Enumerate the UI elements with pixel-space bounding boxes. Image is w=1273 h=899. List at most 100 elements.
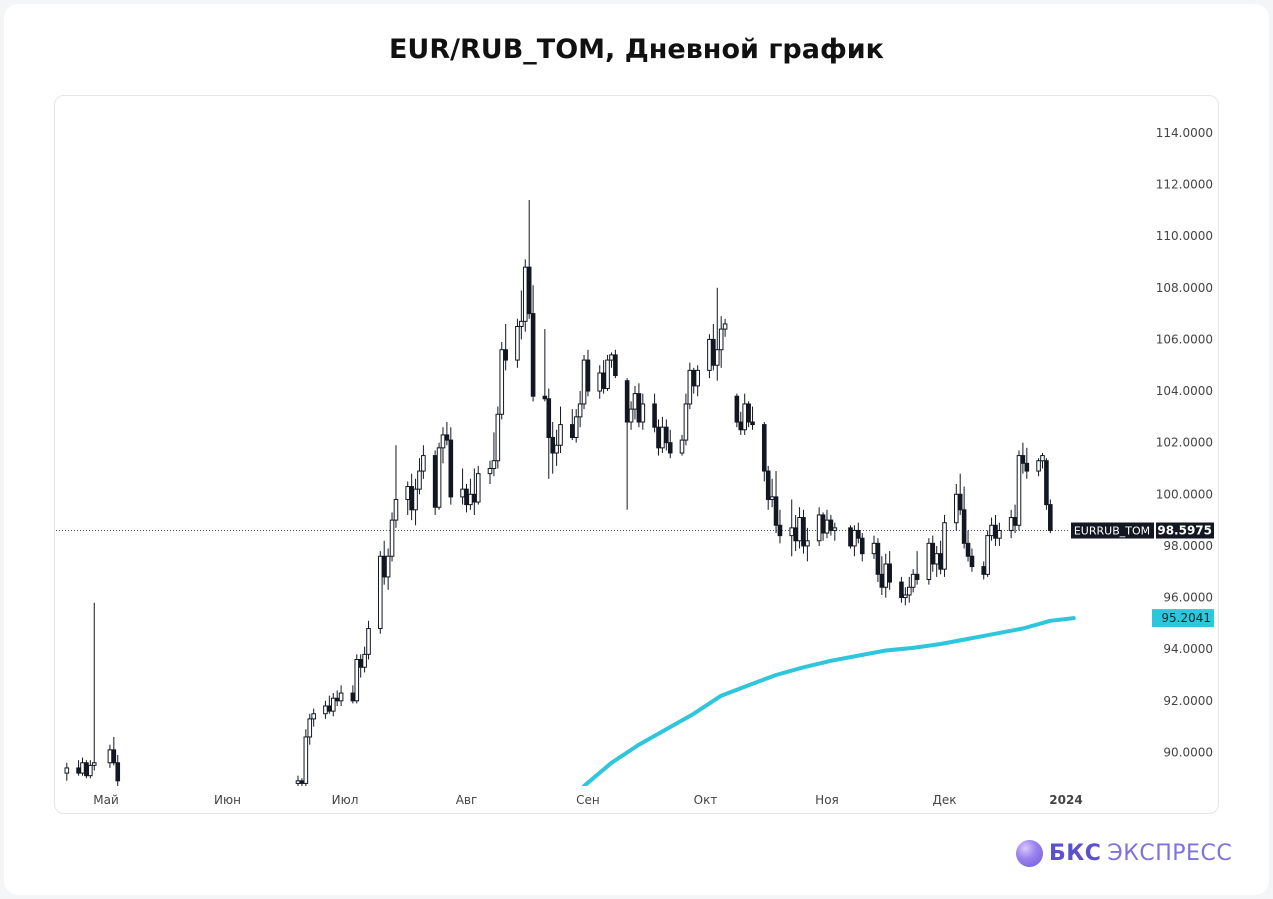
candle-body-down: [656, 426, 661, 449]
candle-body-up: [577, 403, 583, 418]
candle-body-down: [981, 566, 987, 575]
candle-body-down: [115, 762, 121, 782]
candle-body-down: [969, 555, 975, 568]
candle-body-down: [613, 354, 618, 377]
candle-body-down: [1044, 460, 1049, 506]
candle-body-up: [934, 553, 939, 565]
candle-body-down: [664, 426, 669, 444]
candle-body-down: [875, 542, 881, 575]
y-tick-label: 108.0000: [1156, 281, 1213, 295]
candle-body-up: [362, 653, 367, 668]
candle-body-down: [472, 493, 477, 503]
last-price-value-bg: [1156, 522, 1214, 539]
candle-body-up: [695, 369, 700, 387]
x-tick-label: Окт: [694, 793, 718, 807]
candle-body-up: [354, 659, 360, 702]
candle-body-up: [295, 780, 301, 784]
candle-body-down: [444, 434, 450, 441]
candle-body-up: [417, 470, 422, 490]
candle-body-up: [910, 573, 916, 588]
y-tick-label: 96.0000: [1163, 591, 1213, 605]
candle-body-up: [953, 493, 959, 524]
candle-body-up: [440, 434, 446, 449]
candle-body-down: [546, 398, 552, 439]
candle-body-up: [64, 767, 70, 774]
candle-body-up: [307, 718, 313, 738]
candle-body-down: [327, 705, 332, 712]
candle-body-up: [597, 372, 603, 392]
candle-body-up: [609, 354, 614, 361]
candle-body-down: [585, 359, 591, 392]
candle-body-down: [914, 573, 920, 580]
candle-body-up: [573, 416, 579, 439]
candle-body-up: [679, 439, 685, 454]
candle-body-down: [887, 563, 892, 583]
y-tick-label: 106.0000: [1156, 332, 1213, 346]
candle-body-down: [930, 542, 936, 565]
candle-body-up: [468, 493, 473, 506]
candle-body-up: [769, 496, 775, 500]
candle-body-up: [389, 519, 395, 557]
x-tick-label: Июл: [332, 793, 359, 807]
candle-body-up: [605, 359, 610, 389]
y-tick-label: 92.0000: [1163, 694, 1213, 708]
y-tick-label: 98.0000: [1163, 539, 1213, 553]
candle-body-up: [714, 349, 720, 366]
candle-body-up: [707, 338, 712, 371]
candle-body-down: [765, 470, 771, 500]
candle-body-up: [311, 713, 316, 720]
candle-body-down: [938, 553, 943, 570]
candle-body-up: [942, 522, 947, 570]
candle-body-up: [683, 403, 689, 441]
candle-body-up: [1008, 517, 1014, 531]
candle-body-up: [366, 628, 371, 655]
y-tick-label: 114.0000: [1156, 126, 1213, 140]
candle-body-up: [107, 749, 113, 764]
ma-value-label: 95.2041: [1161, 611, 1211, 625]
y-tick-label: 104.0000: [1156, 384, 1213, 398]
candle-body-up: [460, 488, 465, 498]
candle-body-up: [393, 498, 399, 521]
candle-body-up: [519, 320, 524, 328]
x-tick-label: Сен: [576, 793, 600, 807]
candle-body-up: [581, 359, 587, 405]
candle-body-up: [632, 393, 638, 410]
candle-body-down: [667, 442, 673, 454]
candle-body-down: [777, 524, 783, 537]
candle-body-down: [111, 749, 117, 764]
candle-body-down: [848, 527, 853, 547]
candle-body-down: [503, 349, 508, 361]
candle-body-up: [789, 527, 795, 537]
candle-body-up: [1016, 455, 1022, 526]
candle-body-up: [824, 519, 830, 534]
candle-body-down: [601, 372, 606, 389]
candle-body-up: [487, 467, 493, 475]
candle-body-down: [957, 493, 963, 511]
candle-body-up: [522, 266, 528, 322]
candle-body-down: [691, 369, 697, 387]
candle-body-down: [526, 266, 532, 315]
candle-body-down: [899, 581, 904, 599]
candle-body-up: [80, 762, 85, 774]
candle-body-up: [906, 586, 912, 596]
candle-body-up: [421, 455, 426, 472]
x-tick-label: Июн: [214, 793, 241, 807]
candle-body-up: [436, 447, 442, 508]
candle-body-up: [88, 764, 93, 777]
chart-panel[interactable]: [54, 95, 1219, 814]
candle-body-up: [805, 540, 810, 547]
candle-body-down: [820, 514, 826, 534]
candle-body-down: [773, 496, 779, 526]
candle-body-up: [499, 349, 505, 415]
chart-title: EUR/RUB_TOM, Дневной график: [388, 34, 885, 65]
y-tick-label: 112.0000: [1156, 178, 1213, 192]
candle-body-down: [636, 393, 642, 423]
candle-body-down: [76, 767, 81, 774]
candle-body-down: [761, 424, 767, 472]
last-price-value: 98.5975: [1157, 524, 1212, 538]
candle-body-up: [997, 529, 1002, 539]
candle-body-up: [91, 762, 97, 766]
y-tick-label: 102.0000: [1156, 436, 1213, 450]
candle-body-down: [1024, 462, 1030, 472]
